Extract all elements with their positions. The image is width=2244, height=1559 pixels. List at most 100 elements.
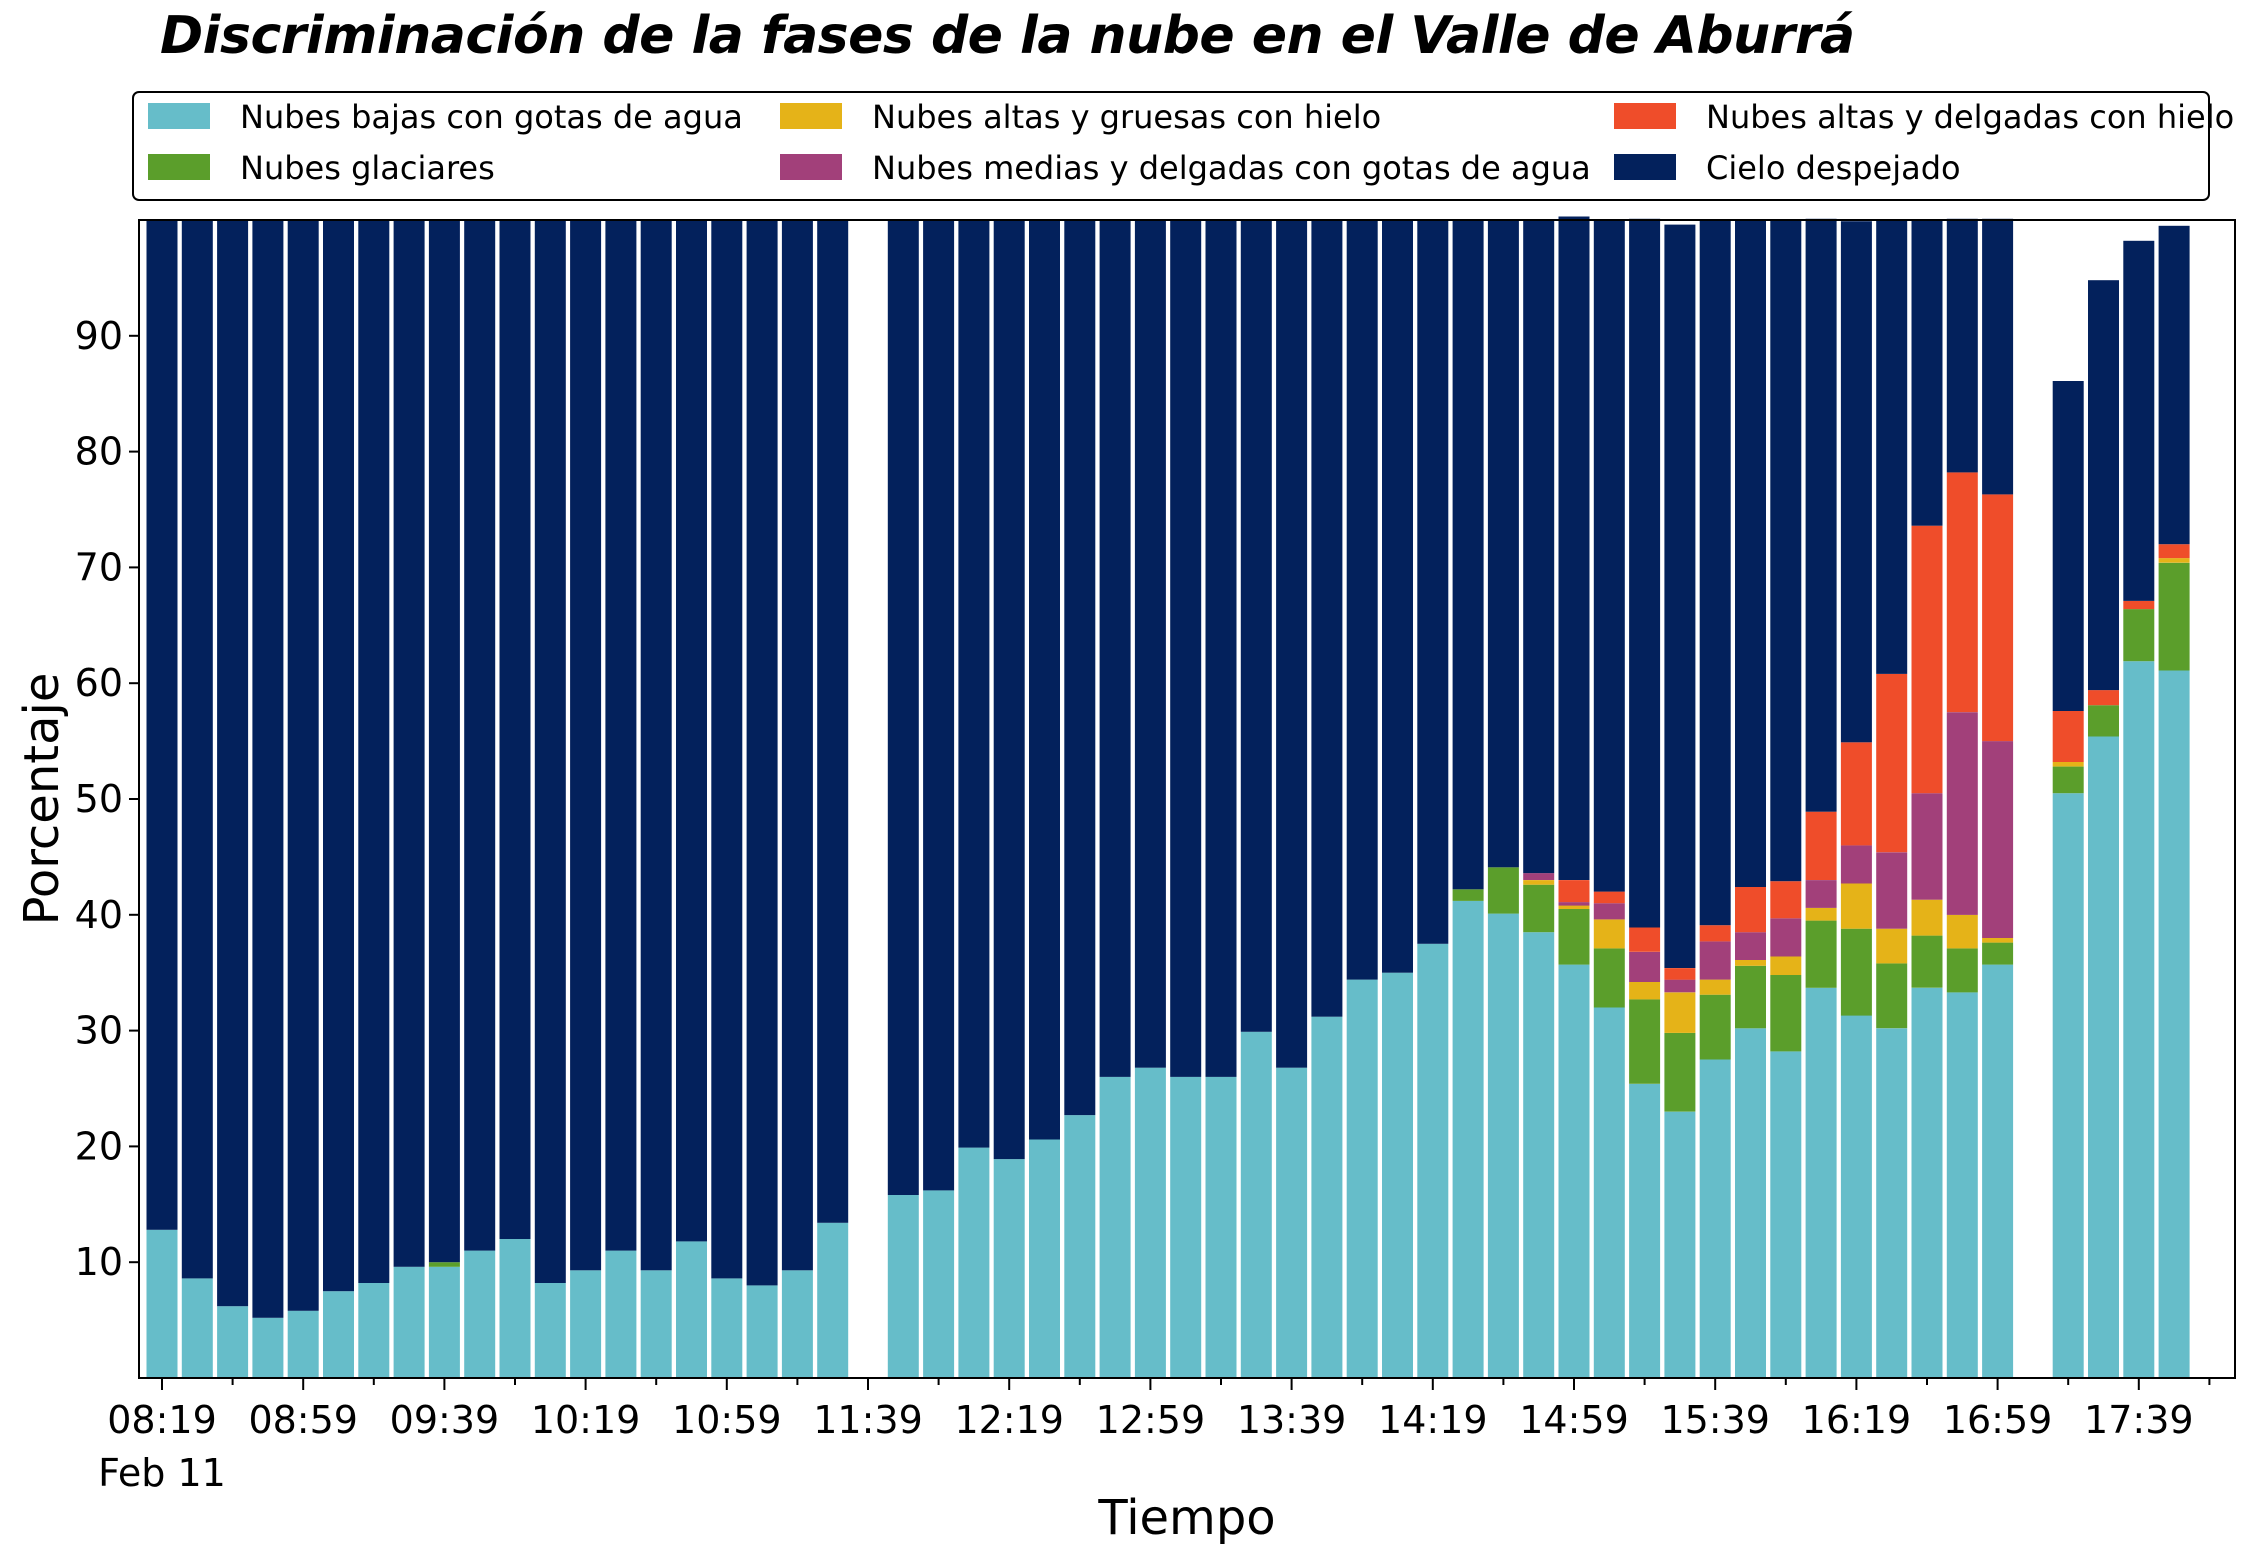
bar-segment-0-1459 <box>1558 964 1590 1378</box>
bar-segment-5-1329 <box>1240 220 1272 1032</box>
bar-segment-0-1559 <box>1770 1051 1802 1378</box>
bar-segment-5-1519 <box>1629 218 1661 928</box>
bar-segment-5-1459 <box>1558 216 1590 880</box>
bar-segment-1-0939 <box>428 1262 460 1267</box>
bar-segment-0-1059 <box>711 1278 743 1378</box>
bar-segment-4-1459 <box>1558 880 1590 903</box>
x-tick-label: 08:59 <box>248 1398 358 1442</box>
bar-segment-4-1749 <box>2158 544 2190 559</box>
bar-segment-0-1209 <box>958 1147 990 1378</box>
bar-segment-1-1529 <box>1664 1032 1696 1112</box>
bar-segment-4-1519 <box>1629 927 1661 952</box>
bar-segment-5-1449 <box>1523 220 1555 874</box>
bar-segment-1-1619 <box>1840 928 1872 1016</box>
y-axis-title: Porcentaje <box>14 673 70 926</box>
bar-segment-1-1459 <box>1558 909 1590 965</box>
bar-segment-0-1019 <box>570 1270 602 1378</box>
bar-segment-5-1029 <box>605 220 637 1251</box>
bar-segment-4-1539 <box>1699 925 1731 942</box>
bar-segment-3-1619 <box>1840 845 1872 884</box>
bar-segment-3-1639 <box>1911 793 1943 900</box>
bar-segment-5-1219 <box>993 220 1025 1160</box>
bar-segment-0-1259 <box>1134 1067 1166 1378</box>
legend-label-4: Nubes altas y delgadas con hielo <box>1706 98 2234 136</box>
bar-segment-0-1649 <box>1946 992 1978 1378</box>
bar-stack-group <box>146 216 2190 1379</box>
bar-segment-5-1409 <box>1382 220 1413 973</box>
bar-segment-0-1639 <box>1911 987 1943 1378</box>
bar-segment-0-1339 <box>1276 1067 1308 1378</box>
bar-segment-0-1439 <box>1487 913 1519 1378</box>
y-tick-label: 80 <box>75 430 123 474</box>
bar-segment-2-1629 <box>1876 928 1908 964</box>
bar-segment-0-1309 <box>1170 1076 1202 1378</box>
bar-segment-5-1549 <box>1735 220 1766 887</box>
bar-segment-0-1719 <box>2052 793 2084 1378</box>
bar-segment-5-1009 <box>534 220 566 1283</box>
bar-segment-0-1249 <box>1099 1076 1131 1378</box>
bar-segment-5-0829 <box>181 220 213 1279</box>
x-axis-title: Tiempo <box>1097 1490 1275 1546</box>
bar-segment-0-0959 <box>499 1239 531 1378</box>
bar-segment-5-1509 <box>1593 220 1625 892</box>
bar-segment-5-1109 <box>746 220 778 1286</box>
bar-segment-0-1149 <box>887 1195 919 1378</box>
bar-segment-1-1539 <box>1699 994 1731 1060</box>
bar-segment-2-1539 <box>1699 979 1731 995</box>
bar-segment-4-1619 <box>1840 742 1872 846</box>
x-tick-label: 12:59 <box>1096 1398 1206 1442</box>
bar-segment-5-1159 <box>923 220 955 1191</box>
bar-segment-1-1649 <box>1946 948 1978 993</box>
y-tick-label: 70 <box>75 545 123 589</box>
bar-segment-2-1509 <box>1593 919 1625 949</box>
x-tick-label: 11:39 <box>813 1398 923 1442</box>
bar-segment-0-1319 <box>1205 1076 1237 1378</box>
bar-segment-0-1109 <box>746 1285 778 1378</box>
x-tick-label: 17:39 <box>2084 1398 2194 1442</box>
bar-segment-4-1629 <box>1876 673 1908 853</box>
bar-segment-5-1239 <box>1064 220 1096 1116</box>
bar-segment-5-0839 <box>217 220 249 1307</box>
bar-segment-3-1509 <box>1593 903 1625 920</box>
bar-segment-5-1359 <box>1346 220 1378 980</box>
legend-swatch-0 <box>148 103 210 129</box>
bar-segment-2-1549 <box>1735 960 1766 966</box>
bar-segment-0-0949 <box>464 1250 496 1378</box>
y-tick-label: 30 <box>75 1009 123 1053</box>
bar-segment-5-1349 <box>1311 220 1343 1017</box>
bar-segment-5-1419 <box>1417 220 1449 944</box>
legend-label-3: Nubes medias y delgadas con gotas de agu… <box>872 149 1591 187</box>
bar-segment-1-1739 <box>2123 609 2155 662</box>
bar-segment-0-1429 <box>1452 900 1484 1378</box>
bar-segment-2-1559 <box>1770 956 1802 975</box>
legend-swatch-5 <box>1614 154 1676 180</box>
bar-segment-5-1059 <box>711 220 743 1279</box>
bar-segment-0-0839 <box>217 1306 249 1378</box>
bar-segment-2-1639 <box>1911 899 1943 936</box>
bar-segment-2-1749 <box>2158 558 2190 563</box>
bar-segment-0-1039 <box>640 1270 672 1378</box>
bar-segment-4-1649 <box>1946 472 1978 713</box>
bar-segment-5-1639 <box>1911 220 1943 526</box>
bar-segment-1-1609 <box>1805 920 1837 988</box>
bar-segment-1-1729 <box>2088 705 2119 737</box>
bar-segment-5-1149 <box>887 220 919 1195</box>
legend-label-0: Nubes bajas con gotas de agua <box>240 98 743 136</box>
bar-segment-0-1129 <box>817 1222 849 1378</box>
bar-segment-0-1539 <box>1699 1059 1731 1378</box>
bar-segment-0-1729 <box>2088 736 2119 1378</box>
bar-segment-2-1449 <box>1523 880 1555 885</box>
bar-segment-2-1719 <box>2052 761 2084 767</box>
bar-segment-5-1039 <box>640 220 672 1271</box>
bar-segment-0-1359 <box>1346 979 1378 1378</box>
bar-segment-0-0829 <box>181 1278 213 1378</box>
bar-segment-5-1229 <box>1029 220 1060 1140</box>
bar-segment-5-1249 <box>1099 220 1131 1077</box>
x-tick-label: 12:19 <box>954 1398 1064 1442</box>
bar-segment-5-0859 <box>287 220 319 1311</box>
bar-segment-0-1739 <box>2123 661 2155 1378</box>
y-tick-label: 10 <box>75 1240 123 1284</box>
y-tick-label: 60 <box>75 661 123 705</box>
bar-segment-5-1209 <box>958 220 990 1148</box>
y-tick-label: 20 <box>75 1124 123 1168</box>
